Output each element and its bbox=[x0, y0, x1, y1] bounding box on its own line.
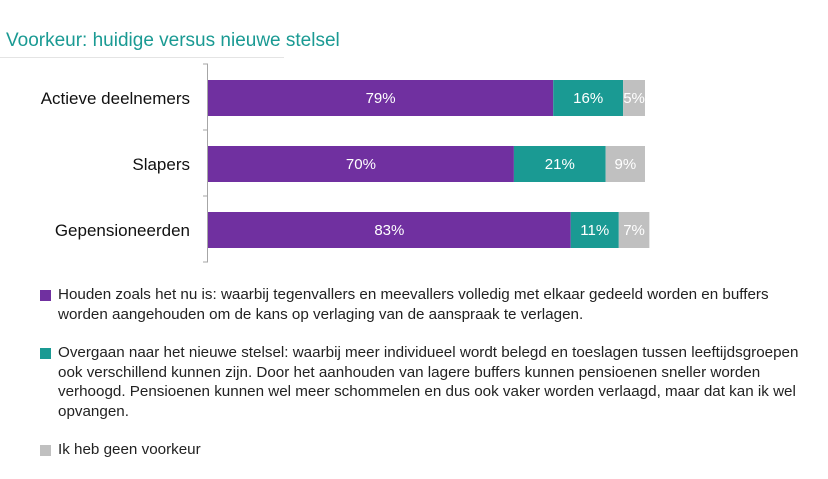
bar-segment bbox=[623, 80, 645, 116]
legend-swatch-houden bbox=[40, 290, 51, 301]
chart-title: Voorkeur: huidige versus nieuwe stelsel bbox=[6, 30, 340, 51]
legend-item-overgaan: Overgaan naar het nieuwe stelsel: waarbi… bbox=[40, 343, 800, 421]
category-label: Gepensioneerden bbox=[55, 221, 190, 240]
legend-swatch-geen-voorkeur bbox=[40, 445, 51, 456]
legend-label-houden: Houden zoals het nu is: waarbij tegenval… bbox=[58, 286, 769, 323]
bar-segment bbox=[605, 146, 645, 182]
data-label: 79% bbox=[366, 90, 396, 107]
legend: Houden zoals het nu is: waarbij tegenval… bbox=[40, 285, 800, 479]
data-label: 83% bbox=[374, 222, 404, 239]
bar-segment bbox=[553, 80, 624, 116]
bar-segment bbox=[208, 212, 571, 248]
data-label: 16% bbox=[573, 90, 603, 107]
bar-segment bbox=[208, 146, 514, 182]
legend-item-geen-voorkeur: Ik heb geen voorkeur bbox=[40, 440, 800, 460]
bar-segment bbox=[513, 146, 606, 182]
bar-segment bbox=[208, 80, 554, 116]
data-label: 11% bbox=[580, 222, 609, 239]
bar-segment bbox=[618, 212, 650, 248]
data-label: 21% bbox=[545, 156, 575, 173]
data-label: 9% bbox=[614, 156, 636, 173]
legend-item-houden: Houden zoals het nu is: waarbij tegenval… bbox=[40, 285, 800, 324]
legend-swatch-overgaan bbox=[40, 348, 51, 359]
data-label: 5% bbox=[623, 90, 645, 107]
title-divider bbox=[0, 57, 284, 58]
stacked-bar-chart: Actieve deelnemers 79% 16% 5% Slapers 70% 21% 9… bbox=[41, 63, 650, 263]
category-label: Slapers bbox=[132, 155, 190, 174]
data-label: 70% bbox=[346, 156, 376, 173]
category-label: Actieve deelnemers bbox=[41, 89, 190, 108]
legend-label-overgaan: Overgaan naar het nieuwe stelsel: waarbi… bbox=[58, 344, 799, 420]
legend-label-geen-voorkeur: Ik heb geen voorkeur bbox=[58, 441, 201, 458]
bar-segment bbox=[570, 212, 619, 248]
data-label: 7% bbox=[623, 222, 645, 239]
